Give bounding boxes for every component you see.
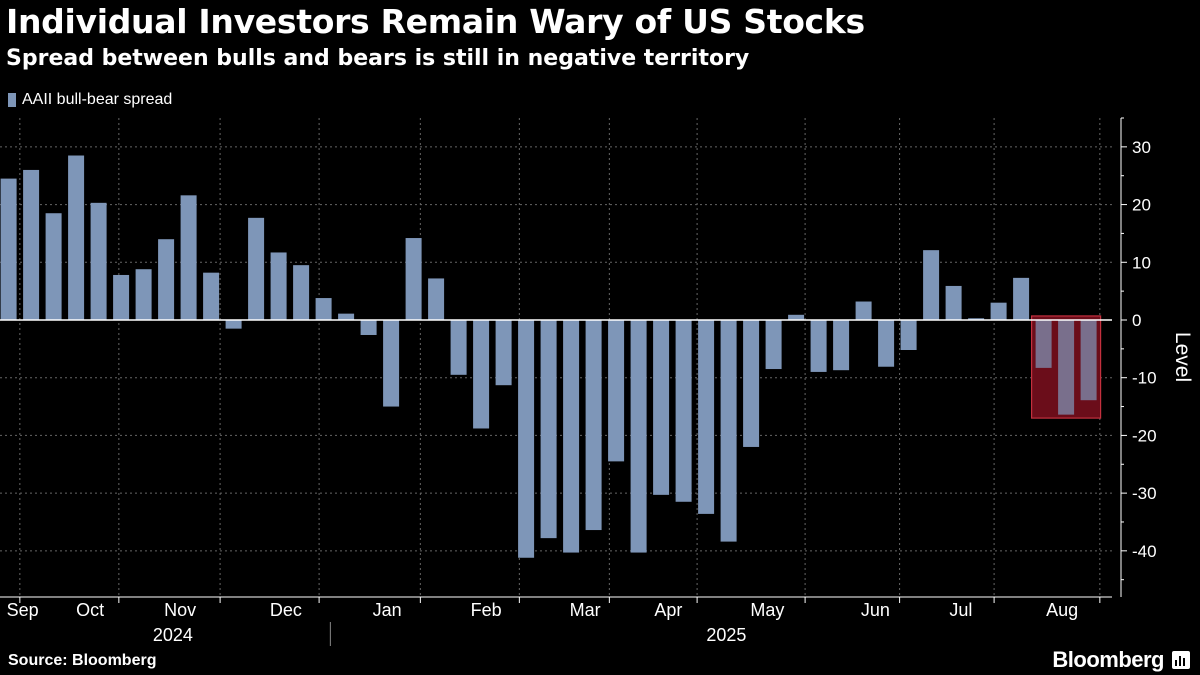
bar	[135, 269, 152, 320]
bar	[45, 213, 62, 320]
bar	[968, 318, 985, 320]
bar	[585, 319, 602, 531]
source-note: Source: Bloomberg	[8, 652, 157, 669]
bar	[720, 319, 737, 542]
bar	[405, 238, 422, 320]
x-month-label: Sep	[7, 600, 39, 620]
bar	[158, 239, 175, 320]
bar	[923, 250, 940, 320]
bar	[765, 319, 782, 370]
brand-logo: Bloomberg	[1052, 647, 1190, 673]
x-month-label: Jan	[373, 600, 402, 620]
x-month-label: Dec	[270, 600, 302, 620]
legend-swatch	[8, 93, 16, 107]
x-month-label: Apr	[654, 600, 682, 620]
chart-title: Individual Investors Remain Wary of US S…	[6, 2, 865, 41]
bar	[495, 319, 512, 386]
bar	[653, 319, 670, 495]
y-tick-label: 30	[1132, 138, 1151, 157]
bar	[878, 319, 895, 367]
bar	[383, 319, 400, 407]
x-month-label: Jun	[861, 600, 890, 620]
legend: AAII bull-bear spread	[8, 91, 172, 109]
bar	[225, 319, 242, 329]
bar	[788, 314, 805, 320]
bar	[338, 313, 355, 320]
bar	[473, 319, 490, 429]
bar	[563, 319, 580, 553]
x-month-label: Feb	[471, 600, 502, 620]
bar	[990, 302, 1007, 320]
y-tick-label: -40	[1132, 542, 1157, 561]
bar	[833, 319, 850, 371]
bar	[945, 285, 962, 320]
bar	[450, 319, 467, 375]
bar	[540, 319, 557, 539]
bar	[113, 274, 130, 320]
x-month-label: Nov	[164, 600, 196, 620]
bar	[1035, 319, 1052, 368]
bar	[270, 252, 287, 320]
bar	[293, 265, 310, 320]
bar	[1013, 277, 1030, 320]
x-month-label: Jul	[949, 600, 972, 620]
bar	[698, 319, 715, 514]
chart-subtitle: Spread between bulls and bears is still …	[6, 46, 750, 71]
y-axis-title: Level	[1171, 332, 1194, 382]
bar	[90, 202, 107, 320]
bar	[23, 169, 40, 320]
y-tick-label: 10	[1132, 253, 1151, 272]
bar	[248, 217, 265, 320]
bar	[900, 319, 917, 350]
bar	[68, 155, 85, 320]
bar	[630, 319, 647, 553]
bar	[1058, 319, 1075, 415]
y-tick-label: 20	[1132, 196, 1151, 215]
x-month-label: May	[750, 600, 784, 620]
bar	[180, 195, 197, 320]
brand-name: Bloomberg	[1052, 647, 1164, 672]
bar	[608, 319, 625, 462]
bar	[203, 272, 220, 320]
bar	[0, 178, 17, 320]
bar	[743, 319, 760, 447]
y-tick-label: -20	[1132, 426, 1157, 445]
bar	[360, 319, 377, 335]
x-year-label: 2024	[153, 625, 193, 645]
bar	[518, 319, 535, 558]
y-tick-label: 0	[1132, 311, 1141, 330]
legend-label: AAII bull-bear spread	[22, 91, 173, 108]
bar	[855, 301, 872, 320]
bar	[428, 278, 445, 320]
y-tick-label: -10	[1132, 369, 1157, 388]
x-month-label: Aug	[1046, 600, 1078, 620]
bar	[810, 319, 827, 372]
bar	[1080, 319, 1097, 401]
y-tick-label: -30	[1132, 484, 1157, 503]
bar	[675, 319, 692, 502]
bar	[315, 298, 332, 320]
x-month-label: Mar	[570, 600, 601, 620]
bloomberg-chart-icon	[1172, 651, 1190, 669]
x-year-label: 2025	[706, 625, 746, 645]
x-month-label: Oct	[76, 600, 104, 620]
